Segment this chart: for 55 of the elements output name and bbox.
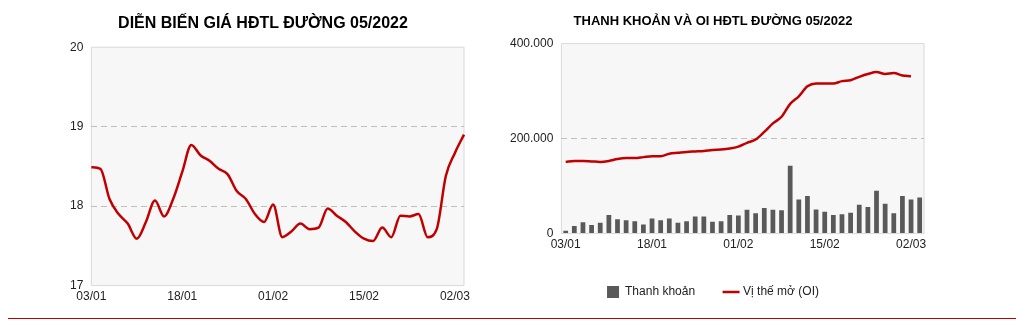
bar (727, 215, 733, 234)
line-series (564, 70, 913, 164)
bar (606, 215, 612, 234)
bar (563, 230, 569, 234)
x-tick-label: 18/01 (637, 237, 668, 252)
legend-label: Vị thế mở (OI) (743, 284, 819, 299)
bar (666, 218, 672, 234)
y-tick-label: 18 (69, 198, 84, 213)
bar (796, 199, 802, 234)
bar (589, 225, 594, 234)
bar (779, 210, 784, 234)
chart-title: THANH KHOẢN VÀ OI HĐTL ĐƯỜNG 05/2022 (573, 13, 853, 29)
x-tick-label: 15/02 (809, 237, 841, 252)
x-tick-label: 18/01 (167, 289, 198, 304)
bar (684, 221, 689, 234)
y-tick-label: 200.000 (509, 130, 554, 145)
bar (787, 165, 793, 234)
bar (710, 221, 715, 234)
bar (632, 221, 638, 234)
y-tick-label: 17 (69, 277, 84, 292)
bar (701, 216, 707, 234)
y-tick-label: 400.000 (509, 35, 554, 50)
bar (623, 220, 629, 234)
bar (571, 226, 577, 234)
x-tick-label: 02/03 (896, 237, 927, 252)
y-tick-label: 20 (69, 39, 84, 54)
x-tick-label: 02/03 (439, 289, 471, 304)
legend-label: Thanh khoản (625, 284, 696, 299)
bar (917, 197, 923, 234)
y-tick-label: 19 (69, 118, 84, 133)
bar (891, 213, 897, 234)
bar (856, 204, 862, 234)
bar (761, 207, 767, 234)
bar (615, 219, 620, 234)
bar (805, 196, 810, 234)
chart-title: DIỄN BIẾN GIÁ HĐTL ĐƯỜNG 05/2022 (118, 13, 408, 32)
x-tick-label: 03/01 (550, 237, 582, 252)
bar (822, 211, 828, 234)
bar (658, 220, 664, 234)
bar (736, 215, 741, 234)
y-tick-label: 0 (546, 225, 554, 240)
bar (848, 212, 853, 234)
x-tick-label: 15/02 (349, 289, 380, 304)
x-tick-label: 03/01 (76, 289, 107, 304)
bar (900, 196, 905, 234)
bar (882, 203, 888, 234)
bar (641, 224, 646, 234)
line-series (90, 133, 466, 243)
bar (753, 213, 759, 234)
x-tick-label: 01/02 (258, 289, 289, 304)
bar (692, 216, 698, 234)
x-tick-label: 01/02 (723, 237, 754, 252)
bar (830, 215, 836, 234)
bar (874, 190, 879, 234)
bar (597, 222, 603, 234)
